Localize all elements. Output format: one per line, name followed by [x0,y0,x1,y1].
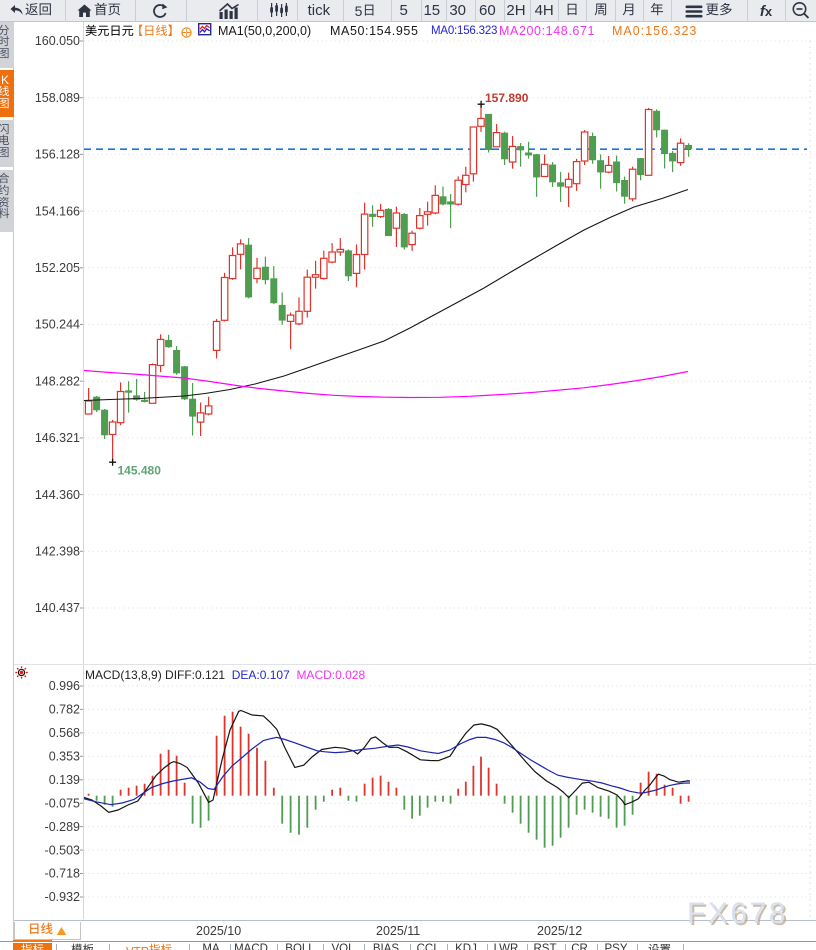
svg-text:156.128: 156.128 [35,148,80,162]
svg-text:160.050: 160.050 [35,34,80,48]
svg-text:-0.289: -0.289 [45,820,80,834]
svg-text:0.568: 0.568 [49,726,80,740]
svg-text:0.353: 0.353 [49,750,80,764]
svg-text:0.782: 0.782 [49,703,80,717]
svg-text:0.996: 0.996 [49,679,80,693]
svg-text:157.890: 157.890 [485,91,529,105]
svg-text:146.321: 146.321 [35,431,80,445]
svg-text:142.398: 142.398 [35,545,80,559]
svg-text:150.244: 150.244 [35,318,80,332]
svg-text:158.089: 158.089 [35,91,80,105]
svg-text:-0.503: -0.503 [45,843,80,857]
svg-text:154.166: 154.166 [35,204,80,218]
svg-text:0.139: 0.139 [49,773,80,787]
svg-text:-0.075: -0.075 [45,796,80,810]
svg-text:144.360: 144.360 [35,488,80,502]
svg-text:145.480: 145.480 [118,464,162,478]
svg-text:-0.932: -0.932 [45,890,80,904]
svg-text:140.437: 140.437 [35,601,80,615]
svg-text:148.282: 148.282 [35,374,80,388]
svg-text:-0.718: -0.718 [45,867,80,881]
svg-text:152.205: 152.205 [35,261,80,275]
